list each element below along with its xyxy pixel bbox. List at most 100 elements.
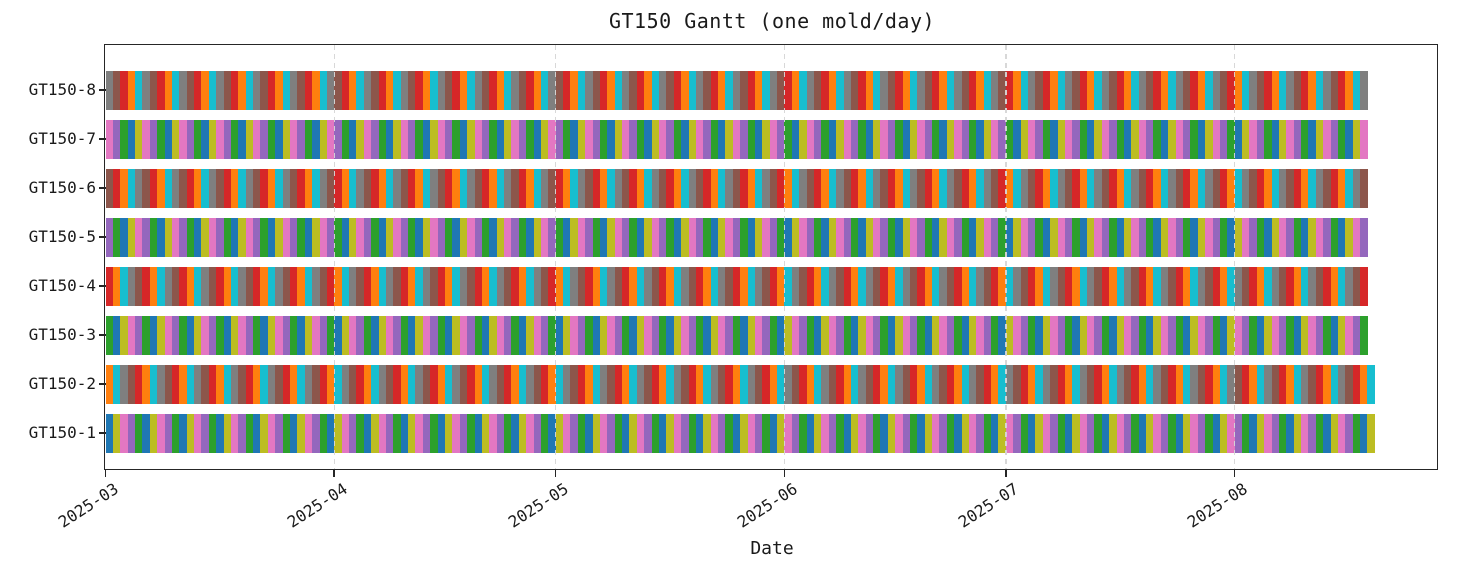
gantt-bar xyxy=(850,315,859,355)
month-gridline xyxy=(333,45,335,470)
gantt-bar xyxy=(1360,70,1368,110)
gantt-bar xyxy=(644,119,653,159)
gantt-bar xyxy=(518,168,527,208)
gantt-bar xyxy=(356,70,365,110)
gantt-bar xyxy=(319,217,328,257)
gantt-bar xyxy=(385,266,394,306)
gantt-bar xyxy=(991,70,999,110)
gantt-bar xyxy=(622,168,630,208)
gantt-bar xyxy=(1315,217,1324,257)
month-gridline xyxy=(1005,45,1007,470)
gantt-bar xyxy=(961,266,970,306)
gantt-bar xyxy=(238,217,247,257)
gantt-bar xyxy=(732,119,741,159)
gantt-bar xyxy=(437,217,446,257)
gantt-bar xyxy=(223,266,232,306)
gantt-bar xyxy=(267,364,276,404)
gantt-bar xyxy=(1028,168,1036,208)
gantt-bar xyxy=(902,364,911,404)
gantt-bar xyxy=(887,119,896,159)
gantt-bar xyxy=(105,266,114,306)
gantt-bar xyxy=(1278,413,1287,453)
gantt-bar xyxy=(186,364,195,404)
gantt-bar xyxy=(747,266,756,306)
gantt-bar xyxy=(245,119,254,159)
gantt-bar xyxy=(223,315,232,355)
gantt-bar xyxy=(120,315,129,355)
gantt-bar xyxy=(1360,119,1368,159)
gantt-bar xyxy=(1050,364,1058,404)
gantt-bar xyxy=(201,168,210,208)
gantt-bar xyxy=(540,413,549,453)
gantt-bar xyxy=(1190,70,1199,110)
gantt-bar xyxy=(297,119,306,159)
gantt-bar xyxy=(526,315,534,355)
gantt-bar xyxy=(186,70,195,110)
gantt-bar xyxy=(504,70,512,110)
gantt-bar xyxy=(1315,364,1324,404)
gantt-bar xyxy=(732,266,741,306)
gantt-bar xyxy=(400,217,409,257)
gantt-bar xyxy=(599,364,608,404)
gantt-bar xyxy=(673,119,682,159)
gantt-bar xyxy=(1079,364,1088,404)
gantt-bar xyxy=(1337,70,1346,110)
gantt-bar xyxy=(710,217,719,257)
gantt-bar xyxy=(238,70,247,110)
gantt-bar xyxy=(917,315,926,355)
gantt-bar xyxy=(1242,70,1250,110)
gantt-bar xyxy=(474,70,483,110)
gantt-bar xyxy=(1367,364,1376,404)
gantt-bar xyxy=(1278,266,1287,306)
gantt-bar xyxy=(334,217,343,257)
gantt-bar xyxy=(681,266,689,306)
gantt-bar xyxy=(341,70,350,110)
gantt-bar xyxy=(799,168,808,208)
gantt-bar xyxy=(127,413,136,453)
gantt-bar xyxy=(297,364,306,404)
gantt-bar xyxy=(1013,70,1022,110)
gantt-bar xyxy=(1035,413,1044,453)
gantt-bar xyxy=(378,413,387,453)
gantt-bar xyxy=(415,119,424,159)
gantt-bar xyxy=(695,266,704,306)
gantt-bar xyxy=(481,70,490,110)
gantt-bar xyxy=(1072,413,1081,453)
gantt-bar xyxy=(754,217,763,257)
gantt-bar xyxy=(946,70,955,110)
gantt-bar xyxy=(275,413,284,453)
gantt-bar xyxy=(1123,413,1132,453)
gantt-bar xyxy=(378,266,387,306)
gantt-bar xyxy=(681,364,689,404)
gantt-bar xyxy=(400,364,409,404)
gantt-bar xyxy=(1020,70,1029,110)
gantt-bar xyxy=(924,70,933,110)
gantt-bar xyxy=(555,168,564,208)
gantt-bar xyxy=(1212,266,1221,306)
gantt-bar xyxy=(282,217,291,257)
gantt-bar xyxy=(1219,364,1228,404)
gantt-bar xyxy=(718,168,726,208)
month-gridline xyxy=(1233,45,1236,470)
gantt-bar xyxy=(983,70,992,110)
gantt-bar xyxy=(312,217,320,257)
gantt-bar xyxy=(777,119,785,159)
gantt-bar xyxy=(1219,70,1228,110)
gantt-bar xyxy=(1271,266,1280,306)
gantt-bar xyxy=(216,315,225,355)
gantt-bar xyxy=(946,413,955,453)
gantt-bar xyxy=(1234,315,1243,355)
gantt-bar xyxy=(1264,70,1272,110)
gantt-bar xyxy=(806,70,815,110)
gantt-bar xyxy=(983,315,992,355)
gantt-bar xyxy=(880,364,889,404)
gantt-bar xyxy=(1308,364,1317,404)
gantt-bar xyxy=(644,70,653,110)
x-tick-mark xyxy=(1233,470,1236,477)
gantt-bar xyxy=(1050,315,1058,355)
gantt-bar xyxy=(622,217,630,257)
gantt-bar xyxy=(1227,266,1236,306)
gantt-bar xyxy=(998,217,1007,257)
gantt-bar xyxy=(887,364,896,404)
gantt-bar xyxy=(1072,217,1081,257)
